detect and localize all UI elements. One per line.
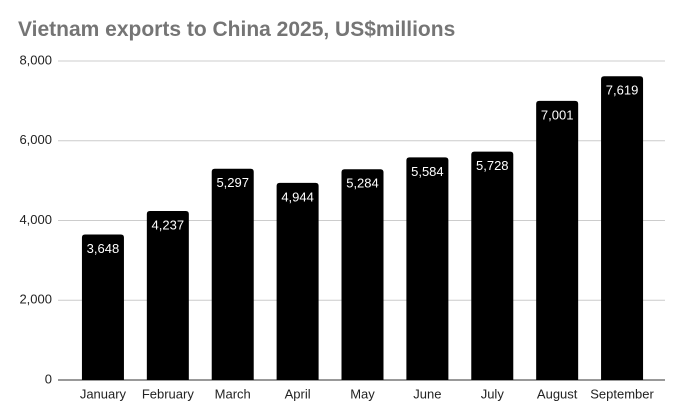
x-tick-label: May [350, 386, 375, 401]
bar [341, 169, 384, 380]
y-tick-label: 8,000 [19, 52, 52, 67]
bar [536, 100, 579, 380]
bar [601, 76, 644, 380]
x-tick-label: February [142, 386, 195, 401]
bar [81, 234, 124, 380]
x-tick-label: March [215, 386, 251, 401]
bar [211, 168, 254, 380]
bar [146, 211, 189, 380]
y-tick-label: 4,000 [19, 212, 52, 227]
y-tick-label: 0 [45, 371, 52, 386]
x-tick-label: July [481, 386, 505, 401]
value-label: 5,297 [216, 175, 249, 190]
value-label: 3,648 [87, 241, 120, 256]
x-tick-label: September [590, 386, 654, 401]
value-label: 5,728 [476, 158, 509, 173]
y-tick-label: 2,000 [19, 292, 52, 307]
x-tick-label: June [413, 386, 441, 401]
value-label: 5,284 [346, 176, 379, 191]
value-label: 7,001 [541, 107, 574, 122]
value-label: 4,944 [281, 189, 314, 204]
value-label: 5,584 [411, 164, 444, 179]
x-tick-label: April [285, 386, 311, 401]
value-label: 7,619 [606, 83, 639, 98]
x-tick-label: August [537, 386, 578, 401]
bar [471, 151, 514, 380]
value-label: 4,237 [152, 217, 185, 232]
bar [406, 157, 449, 380]
chart-title: Vietnam exports to China 2025, US$millio… [18, 18, 455, 41]
bar [276, 182, 319, 380]
x-tick-label: January [80, 386, 127, 401]
y-tick-label: 6,000 [19, 132, 52, 147]
